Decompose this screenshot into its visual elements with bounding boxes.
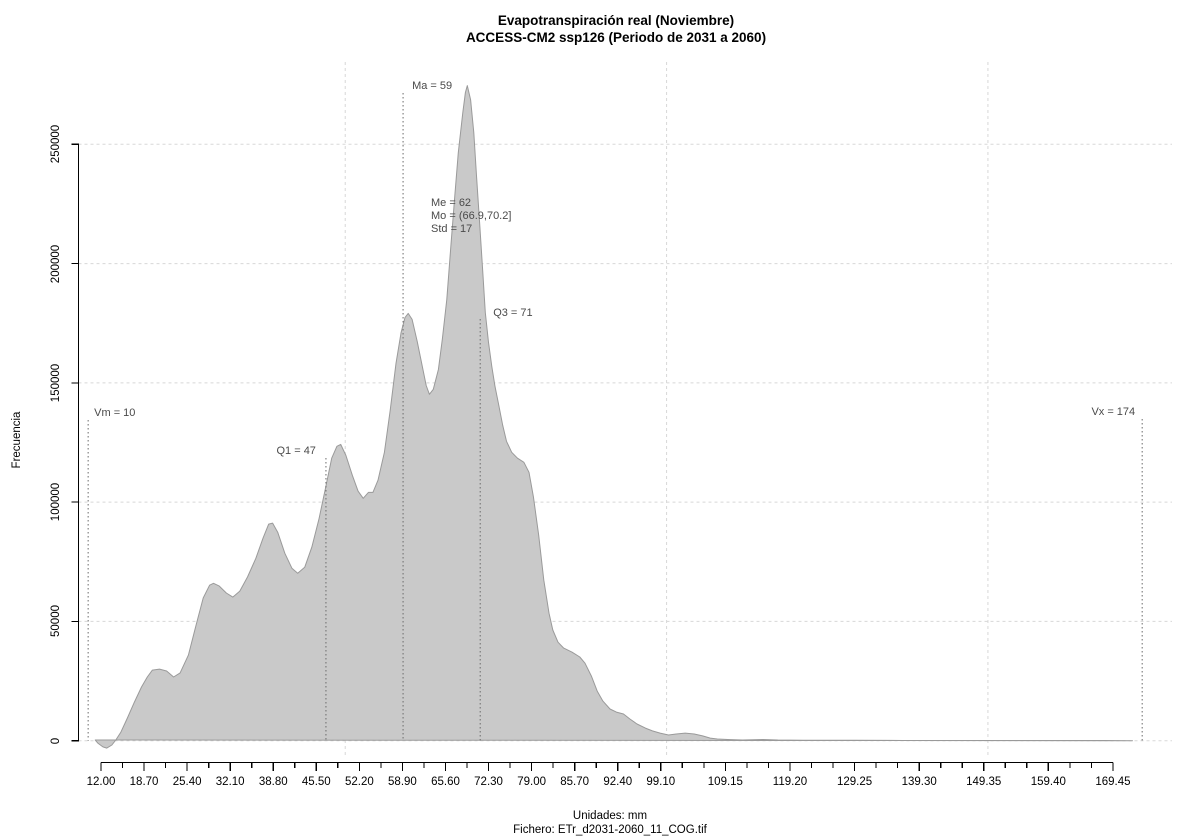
y-tick-label: 200000	[50, 244, 62, 283]
x-tick-label: 109.15	[707, 776, 743, 788]
stats-std: Std = 17	[431, 223, 473, 235]
marker-label-Vx: Vx = 174	[1091, 406, 1136, 418]
x-tick-label: 99.10	[646, 776, 676, 788]
x-tick-label: 72.30	[474, 776, 503, 788]
x-tick-label: 38.80	[258, 776, 288, 788]
x-tick-label: 119.20	[772, 776, 808, 788]
x-tick-label: 32.10	[215, 776, 245, 788]
y-tick-label: 150000	[50, 363, 62, 403]
x-tick-label: 12.00	[86, 776, 116, 788]
x-tick-label: 65.60	[431, 776, 460, 788]
marker-label-Ma: Ma = 59	[412, 80, 453, 92]
stats-mode: Mo = (66.9,70.2]	[431, 210, 512, 222]
marker-label-Vm: Vm = 10	[94, 407, 136, 419]
x-tick-label: 52.20	[344, 776, 374, 788]
y-axis-title: Frecuencia	[11, 411, 23, 469]
x-tick-label: 58.90	[388, 776, 417, 788]
marker-label-Q3: Q3 = 71	[493, 307, 533, 319]
units-note: Unidades: mm	[572, 810, 648, 822]
x-tick-label: 85.70	[560, 776, 590, 788]
stats-box: Me = 62 Mo = (66.9,70.2] Std = 17	[431, 197, 511, 236]
x-tick-label: 139.30	[901, 776, 937, 788]
y-tick-label: 0	[50, 737, 62, 744]
density-area	[94, 85, 1133, 749]
x-tick-label: 149.35	[966, 776, 1002, 788]
x-tick-label: 92.40	[603, 776, 633, 788]
y-tick-label: 50000	[50, 605, 62, 638]
x-tick-label: 18.70	[129, 776, 159, 788]
file-note: Fichero: ETr_d2031-2060_11_COG.tif	[513, 824, 707, 836]
x-tick-label: 159.40	[1030, 776, 1066, 788]
y-tick-label: 250000	[50, 125, 62, 164]
x-tick-label: 45.50	[301, 776, 331, 788]
chart-title-line1: Evapotranspiración real (Noviembre)	[497, 13, 735, 28]
x-tick-label: 79.00	[517, 776, 546, 788]
stats-median: Me = 62	[431, 197, 472, 209]
chart-title: Evapotranspiración real (Noviembre) ACCE…	[32, 12, 1200, 46]
y-tick-label: 100000	[50, 482, 62, 522]
chart-title-line2: ACCESS-CM2 ssp126 (Periodo de 2031 a 206…	[465, 30, 767, 45]
marker-label-Q1: Q1 = 47	[276, 445, 316, 457]
x-tick-label: 129.25	[836, 776, 873, 788]
x-tick-label: 169.45	[1095, 776, 1131, 788]
x-tick-label: 25.40	[172, 776, 202, 788]
